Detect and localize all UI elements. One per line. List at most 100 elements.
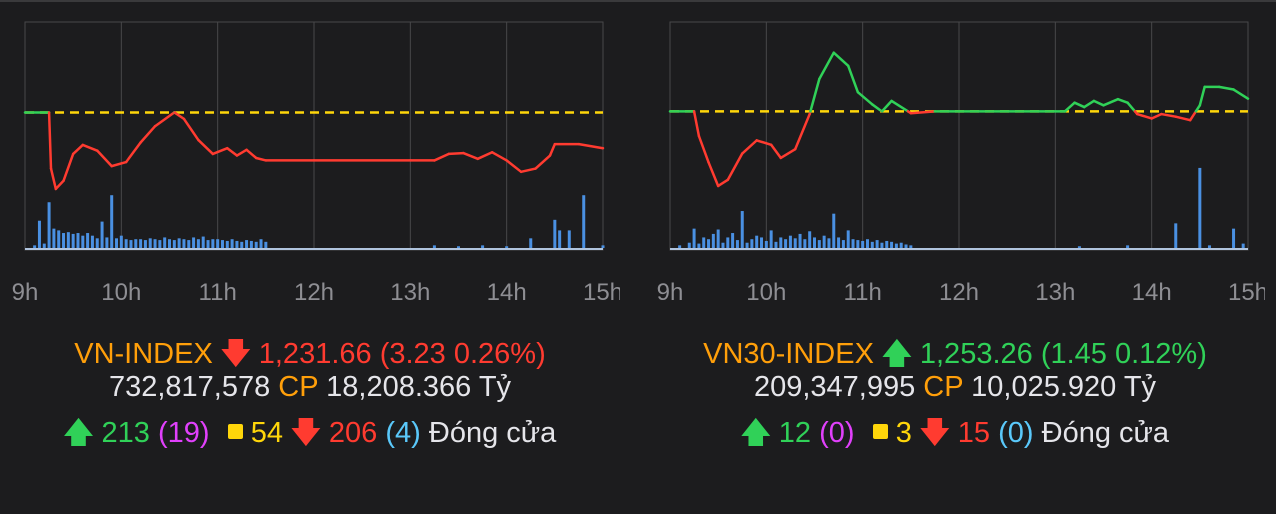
volume-bar (846, 230, 850, 248)
ceiling-count: (0) (819, 417, 855, 449)
volume-bar (124, 239, 128, 248)
price-line-segment (1174, 115, 1192, 122)
arrow-down-icon: 🡇 (919, 417, 950, 449)
volume-bar (784, 239, 788, 248)
volume-bar (687, 242, 691, 248)
price-line-segment (726, 152, 744, 182)
price-line-segment (880, 99, 893, 113)
price-line-segment (226, 146, 239, 157)
x-tick-label: 11h (844, 279, 882, 306)
amount-value: 18,208.366 (326, 371, 472, 403)
price-line-segment (71, 143, 85, 156)
price-line-segment (96, 149, 113, 168)
price-line-segment (534, 154, 552, 170)
volume-bar (856, 240, 860, 248)
volume-bar (697, 243, 701, 248)
volume-bar (457, 246, 460, 248)
volume-bar (206, 240, 210, 248)
price-line-segment (856, 90, 874, 106)
volume-bar (216, 239, 220, 248)
index-name: VN30-INDEX (703, 338, 874, 370)
volume-bar (187, 240, 191, 248)
index-change: (3.23 0.26%) (379, 338, 546, 370)
volume-bar (808, 231, 812, 248)
volume-bar (1241, 243, 1245, 248)
price-line-segment (1198, 85, 1206, 107)
volume-bar (129, 240, 133, 248)
volume-value: 209,347,995 (753, 371, 916, 403)
index-value: 1,253.26 (919, 338, 1033, 370)
volume-bar (264, 241, 268, 248)
volume-bar (721, 242, 725, 248)
volume-bar (143, 240, 147, 248)
down-count: 206 (328, 417, 378, 449)
volume-bar (890, 241, 894, 248)
price-line-segment (519, 167, 537, 174)
volume-bar (702, 237, 706, 248)
arrow-up-icon: 🡅 (740, 417, 771, 449)
arrow-down-icon: 🡇 (220, 338, 251, 370)
volume-bar (249, 240, 253, 248)
volume-bar (57, 230, 61, 248)
amount-unit: Tỷ (478, 371, 512, 403)
volume-bar (47, 202, 51, 248)
volume-bar (678, 245, 682, 248)
price-line-segment (476, 151, 494, 161)
price-line-segment (49, 167, 58, 191)
volume-bar (841, 240, 845, 248)
price-line-segment (173, 111, 186, 121)
price-line-segment (716, 178, 730, 188)
amount-value: 10,025.920 (971, 371, 1117, 403)
volume-bar (134, 239, 138, 248)
volume-bar (1174, 223, 1178, 248)
x-tick-label: 14h (487, 279, 527, 306)
volume-bar (81, 235, 85, 248)
price-line-segment (1073, 101, 1086, 109)
volume-bar (115, 238, 119, 248)
volume-bar (827, 238, 831, 248)
index-change: (1.45 0.12%) (1040, 338, 1207, 370)
index-value: 1,231.66 (258, 338, 372, 370)
price-line-segment (909, 110, 937, 115)
arrow-up-icon: 🡅 (63, 417, 94, 449)
volume-bar (192, 237, 196, 248)
volume-bar (769, 230, 773, 248)
price-line-segment (1092, 99, 1105, 107)
cp-label: CP (278, 371, 319, 403)
volume-line: 209,347,995 CP 10,025.920 Tỷ (645, 371, 1265, 404)
volume-bar (909, 245, 913, 248)
x-tick-label: 12h (294, 279, 334, 306)
volume-bar (716, 229, 720, 248)
volume-bar (153, 239, 157, 248)
volume-bar (505, 246, 509, 248)
volume-bar (245, 240, 249, 248)
price-line-segment (62, 152, 75, 183)
index-summary-line: VN30-INDEX 🡅 1,253.26 (1.45 0.12%) (645, 333, 1265, 382)
up-count: 213 (101, 417, 150, 449)
volume-bar (731, 233, 735, 248)
price-line-segment (832, 51, 850, 68)
volume-bar (870, 241, 874, 248)
price-line-segment (254, 156, 268, 162)
top-divider (0, 0, 1276, 2)
price-line-segment (54, 179, 65, 191)
volume-bar (711, 233, 715, 248)
volume-bar (774, 241, 778, 248)
volume-bar (139, 239, 143, 248)
breadth-line: 🡅 12 (0) 3 🡇 15 (0) Đóng cửa (645, 412, 1265, 461)
volume-bar (1207, 245, 1211, 248)
volume-bar (788, 235, 792, 248)
index-summary-line: VN-INDEX 🡇 1,231.66 (3.23 0.26%) (0, 333, 620, 382)
price-line-segment (890, 99, 910, 113)
x-tick-label: 10h (746, 279, 786, 306)
volume-value: 732,817,578 (108, 371, 271, 403)
price-line-segment (81, 143, 99, 152)
volume-bar (95, 238, 99, 248)
price-line-segment (707, 161, 720, 188)
volume-bar (37, 220, 41, 248)
volume-bar (567, 230, 571, 248)
volume-bar (740, 211, 744, 248)
volume-bar (42, 243, 46, 248)
volume-bar (119, 235, 123, 248)
volume-bar (481, 245, 485, 248)
